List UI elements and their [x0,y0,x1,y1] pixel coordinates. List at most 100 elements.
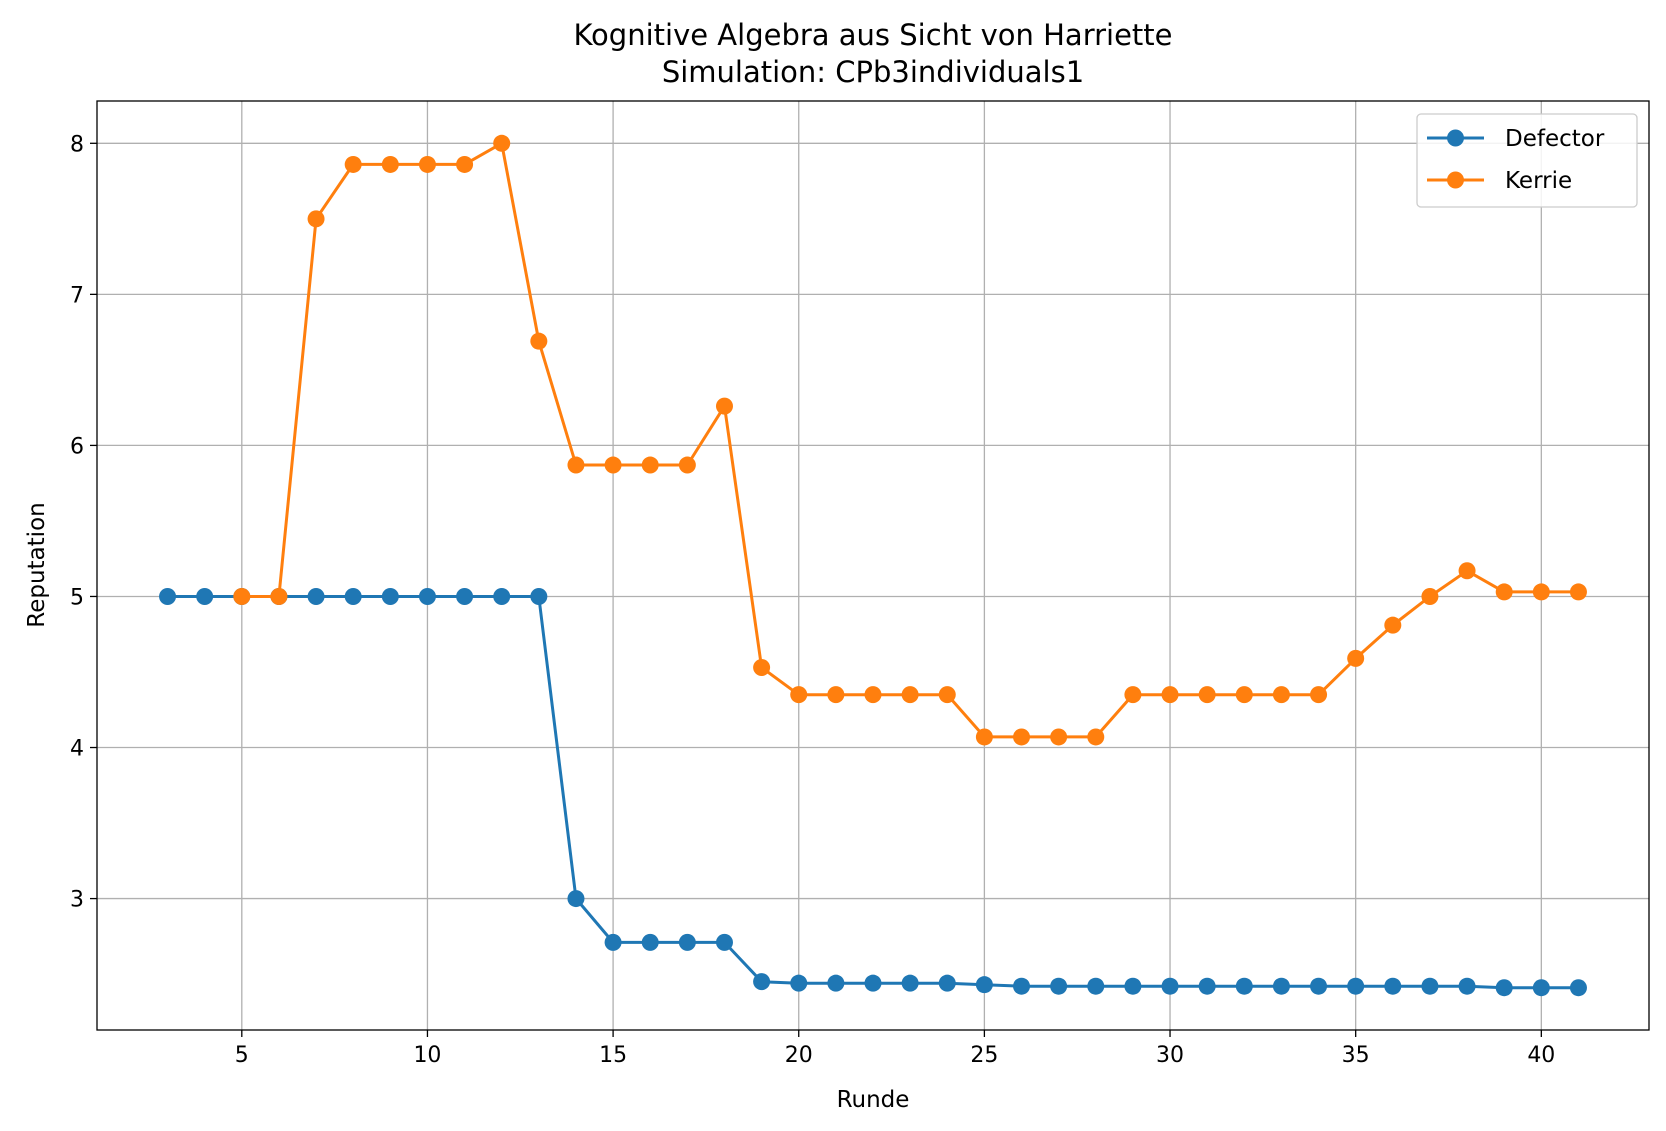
y-axis-label: Reputation [24,502,50,627]
data-point-kerrie [753,658,771,676]
data-point-defector [344,587,362,605]
data-point-kerrie [604,456,622,474]
data-point-defector [938,974,956,992]
data-point-kerrie [938,686,956,704]
data-point-defector [530,587,548,605]
data-point-kerrie [1347,649,1365,667]
data-point-defector [1569,979,1587,997]
data-point-defector [1050,977,1068,995]
data-point-defector [864,974,882,992]
x-tick-label: 30 [1156,1043,1184,1068]
plot-frame [96,100,1650,1031]
data-point-defector [493,587,511,605]
x-axis-label: Runde [837,1087,910,1113]
x-tick-label: 10 [413,1043,441,1068]
axis-ticks: 5 10 15 20 25 30 35 40 3 4 5 6 7 8 [70,132,1555,1068]
data-point-defector [790,974,808,992]
data-point-kerrie [678,456,696,474]
y-tick-label: 8 [70,132,84,157]
data-point-defector [456,587,474,605]
data-point-defector [901,974,919,992]
data-point-kerrie [901,686,919,704]
data-point-defector [604,933,622,951]
data-point-defector [1495,979,1513,997]
data-point-defector [159,587,177,605]
data-point-defector [1272,977,1290,995]
data-point-kerrie [530,332,548,350]
data-point-defector [1421,977,1439,995]
series-layer [159,134,1587,997]
data-point-kerrie [1495,583,1513,601]
data-point-kerrie [1124,686,1142,704]
data-point-defector [753,973,771,991]
data-point-kerrie [1013,728,1031,746]
data-point-defector [641,933,659,951]
data-point-defector [418,587,436,605]
y-tick-label: 6 [70,434,84,459]
data-point-kerrie [1384,616,1402,634]
data-point-kerrie [567,456,585,474]
y-tick-label: 3 [70,888,84,913]
data-point-defector [975,976,993,994]
data-point-kerrie [1050,728,1068,746]
data-point-defector [1310,977,1328,995]
data-point-kerrie [1272,686,1290,704]
data-point-kerrie [975,728,993,746]
legend-marker-defector [1447,129,1464,147]
data-point-kerrie [1198,686,1216,704]
data-point-defector [381,587,399,605]
data-point-kerrie [1235,686,1253,704]
data-point-defector [1384,977,1402,995]
data-point-kerrie [233,587,251,605]
x-tick-label: 40 [1527,1043,1555,1068]
data-point-defector [1198,977,1216,995]
data-point-defector [1013,977,1031,995]
data-point-kerrie [641,456,659,474]
data-point-kerrie [344,155,362,173]
legend-label-defector: Defector [1505,126,1605,152]
data-point-defector [1124,977,1142,995]
x-tick-label: 35 [1342,1043,1370,1068]
legend-label-kerrie: Kerrie [1505,168,1572,194]
x-tick-label: 15 [599,1043,627,1068]
data-point-defector [1161,977,1179,995]
data-point-defector [1347,977,1365,995]
x-tick-label: 5 [235,1043,249,1068]
legend-marker-kerrie [1447,171,1464,189]
data-point-defector [1235,977,1253,995]
data-point-defector [1458,977,1476,995]
chart-subtitle: Simulation: CPb3individuals1 [662,55,1084,89]
x-tick-label: 20 [785,1043,813,1068]
data-point-kerrie [493,134,511,152]
data-point-defector [827,974,845,992]
legend: Defector Kerrie [1416,113,1638,208]
data-point-kerrie [715,397,733,415]
data-point-defector [715,933,733,951]
data-point-kerrie [1532,583,1550,601]
y-tick-label: 4 [70,737,84,762]
data-point-kerrie [827,686,845,704]
data-point-kerrie [864,686,882,704]
data-point-defector [196,587,214,605]
data-point-kerrie [418,155,436,173]
data-point-defector [1087,977,1105,995]
data-point-defector [678,933,696,951]
data-point-defector [567,890,585,908]
data-point-kerrie [381,155,399,173]
x-tick-label: 25 [970,1043,998,1068]
chart-title: Kognitive Algebra aus Sicht von Harriett… [573,18,1172,52]
data-point-kerrie [1161,686,1179,704]
y-tick-label: 5 [70,585,84,610]
data-point-kerrie [307,210,325,228]
data-point-kerrie [1569,583,1587,601]
data-point-defector [1532,979,1550,997]
data-point-kerrie [456,155,474,173]
data-point-kerrie [790,686,808,704]
data-point-kerrie [1421,587,1439,605]
data-point-defector [307,587,325,605]
y-tick-label: 7 [70,283,84,308]
data-point-kerrie [1087,728,1105,746]
data-point-kerrie [1458,562,1476,580]
